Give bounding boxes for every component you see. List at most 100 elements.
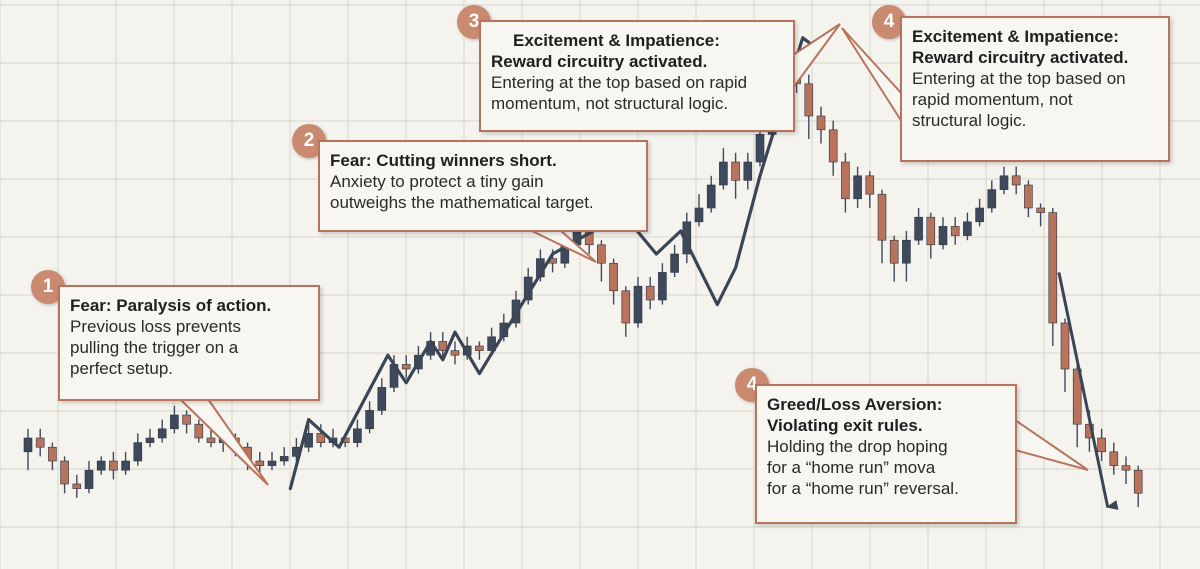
- bearish-candle: [72, 483, 82, 489]
- bearish-candle: [109, 460, 118, 471]
- bearish-candle: [1036, 207, 1045, 213]
- bullish-candle: [975, 207, 984, 223]
- callout-title: Reward circuitry activated.: [491, 52, 708, 71]
- bullish-candle: [377, 387, 387, 411]
- callout-text-line: Previous loss prevents: [70, 317, 242, 336]
- bearish-candle: [450, 350, 460, 356]
- bullish-candle: [658, 272, 667, 301]
- bullish-candle: [96, 460, 106, 471]
- callout-excitement-3: Excitement & Impatience: Reward circuitr…: [479, 20, 795, 132]
- callout-title: Violating exit rules.: [767, 416, 923, 435]
- bearish-candle: [804, 83, 814, 117]
- pointer-callout-3: [792, 23, 841, 92]
- bearish-candle: [816, 115, 826, 131]
- callout-title: Greed/Loss Aversion:: [767, 395, 943, 414]
- bearish-candle: [255, 460, 265, 466]
- bearish-candle: [609, 262, 618, 292]
- pointer-callout-4: [841, 27, 903, 126]
- trend-lines: [288, 36, 1119, 510]
- bullish-candle: [902, 239, 911, 264]
- bearish-candle: [48, 446, 57, 462]
- bullish-candle: [633, 285, 643, 324]
- bullish-candle: [157, 428, 167, 439]
- callout-excitement-4: Excitement & Impatience: Reward circuitr…: [900, 16, 1170, 162]
- callout-text-line: structural logic.: [912, 111, 1027, 130]
- callout-title: Excitement & Impatience:: [912, 27, 1119, 46]
- bearish-candle: [731, 161, 740, 181]
- callout-text-line: perfect setup.: [70, 359, 174, 378]
- callout-text-line: pulling the trigger on a: [70, 338, 239, 357]
- callout-text-line: for a “home run” mova: [767, 458, 936, 477]
- callout-text-line: Entering at the top based on: [912, 69, 1126, 88]
- bullish-candle: [23, 437, 33, 453]
- callout-text-line: momentum, not structural logic.: [491, 94, 729, 113]
- bearish-candle: [1060, 322, 1070, 370]
- bearish-candle: [597, 244, 606, 264]
- bearish-candle: [621, 290, 631, 324]
- bearish-candle: [316, 433, 326, 443]
- bullish-candle: [121, 460, 130, 471]
- bullish-candle: [999, 175, 1009, 190]
- bullish-candle: [365, 410, 374, 430]
- bearish-candle: [60, 460, 69, 485]
- bearish-candle: [475, 345, 484, 351]
- bullish-candle: [670, 253, 679, 273]
- bearish-candle: [1121, 465, 1131, 471]
- bearish-candle: [438, 341, 448, 351]
- callout-title: Fear: Cutting winners short.: [330, 151, 557, 170]
- callout-fear-paralysis: Fear: Paralysis of action. Previous loss…: [58, 285, 320, 401]
- callout-fear-cutting-winners: Fear: Cutting winners short. Anxiety to …: [318, 140, 648, 232]
- bullish-candle: [694, 207, 704, 223]
- bearish-candle: [889, 239, 899, 264]
- bearish-candle: [1133, 469, 1143, 494]
- bullish-candle: [853, 175, 862, 200]
- bearish-candle: [645, 285, 655, 301]
- bullish-candle: [719, 161, 728, 186]
- bearish-candle: [1109, 451, 1119, 466]
- bullish-candle: [267, 460, 277, 466]
- bullish-candle: [987, 189, 997, 209]
- bullish-candle: [170, 414, 179, 430]
- bullish-candle: [133, 442, 143, 462]
- bullish-candle: [938, 226, 948, 246]
- bearish-candle: [1097, 437, 1106, 453]
- bearish-candle: [926, 216, 936, 246]
- bearish-candle: [35, 437, 45, 448]
- callout-text-line: rapid momentum, not: [912, 90, 1073, 109]
- callout-title: Reward circuitry activated.: [912, 48, 1129, 67]
- bearish-candle: [401, 364, 411, 370]
- bullish-candle: [145, 437, 155, 443]
- bullish-candle: [755, 134, 765, 163]
- price-path-line: [288, 36, 817, 491]
- bearish-candle: [877, 193, 887, 241]
- callout-title: Fear: Paralysis of action.: [70, 296, 272, 315]
- pointer-callout-1: [177, 398, 269, 486]
- callout-text-line: for a “home run” reversal.: [767, 479, 959, 498]
- bearish-candle: [206, 437, 216, 443]
- bearish-candle: [865, 175, 875, 195]
- bearish-candle: [841, 161, 850, 200]
- bearish-candle: [1072, 368, 1082, 425]
- bullish-candle: [487, 336, 496, 351]
- callout-text-line: outweighs the mathematical target.: [330, 193, 594, 212]
- callout-title: Excitement & Impatience:: [513, 31, 720, 50]
- bearish-candle: [1011, 175, 1021, 186]
- bearish-candle: [182, 414, 191, 425]
- bullish-candle: [743, 161, 753, 181]
- callout-pointers: [177, 23, 1089, 486]
- bearish-candle: [950, 226, 960, 236]
- bearish-candle: [1048, 212, 1058, 324]
- callout-text-line: Holding the drop hoping: [767, 437, 948, 456]
- bearish-candle: [828, 129, 838, 163]
- bearish-candle: [194, 423, 204, 439]
- drop-arrow: [1057, 272, 1119, 510]
- callout-greed-loss-aversion: Greed/Loss Aversion: Violating exit rule…: [755, 384, 1017, 524]
- bullish-candle: [84, 469, 94, 489]
- bearish-candle: [1024, 184, 1033, 209]
- bullish-candle: [353, 428, 362, 443]
- bullish-candle: [279, 456, 289, 462]
- bullish-candle: [706, 184, 716, 209]
- bullish-candle: [963, 221, 972, 236]
- callout-text-line: Entering at the top based on rapid: [491, 73, 748, 92]
- bullish-candle: [914, 216, 923, 241]
